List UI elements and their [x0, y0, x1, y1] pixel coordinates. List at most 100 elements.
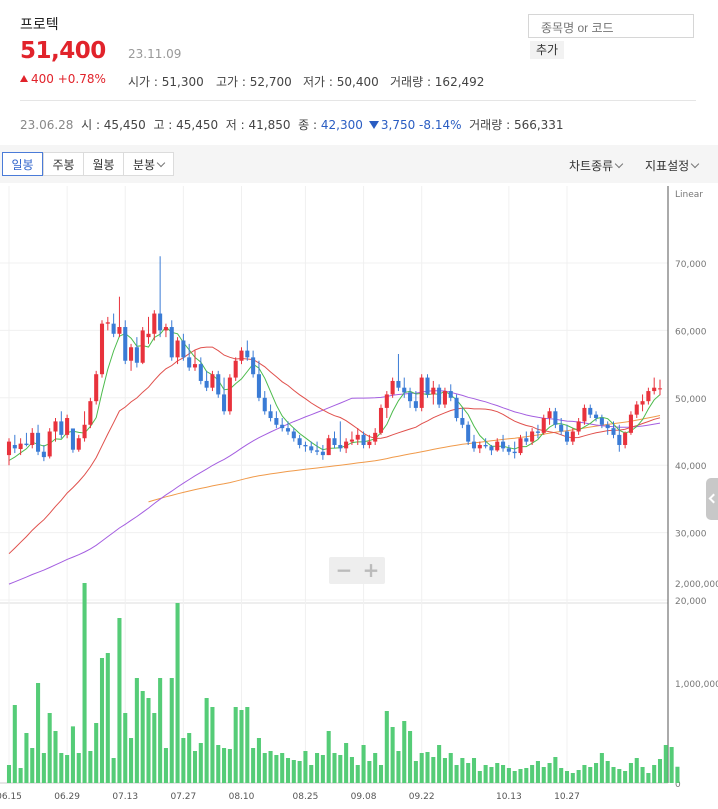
volume-bar: [332, 753, 337, 783]
volume-bar: [646, 773, 651, 783]
candle-body: [582, 407, 587, 422]
candle-body: [163, 327, 168, 331]
chevron-down-icon: [614, 159, 624, 169]
volume-bar: [524, 768, 529, 783]
low-value: 50,400: [336, 75, 379, 89]
candle-body: [309, 446, 314, 451]
volume-bar: [559, 768, 564, 783]
volume-bar: [210, 707, 215, 783]
zoom-in-button[interactable]: +: [362, 558, 380, 582]
volume-bar: [501, 765, 506, 783]
candle-body: [605, 424, 610, 429]
crosshair-info: 23.06.28 시 : 45,450 고 : 45,450 저 : 41,85…: [20, 118, 564, 132]
price-tick-label: 40,000: [675, 462, 707, 472]
volume-bar: [297, 761, 302, 783]
candle-body: [338, 444, 343, 449]
volume-bar: [30, 748, 35, 783]
volume-bar: [425, 752, 430, 783]
volume-bar: [280, 753, 285, 783]
candle-body: [204, 380, 209, 388]
candle-body: [535, 431, 540, 433]
candle-body: [99, 323, 105, 375]
hist-change: 3,750 -8.14%: [380, 118, 462, 132]
volume-bar: [652, 765, 657, 783]
volume-bar: [594, 763, 599, 783]
volume-bar: [413, 761, 418, 783]
volume-bar: [535, 761, 540, 783]
candle-body: [117, 327, 122, 334]
volume-bar: [216, 745, 221, 783]
volume-bar: [454, 765, 459, 783]
candle-body: [59, 421, 64, 435]
x-tick-label: 09.08: [351, 792, 377, 802]
volume-bar: [152, 713, 157, 783]
volume-bar: [24, 733, 29, 783]
open-value: 51,300: [161, 75, 204, 89]
volume-bar: [634, 758, 639, 783]
chart-type-menu[interactable]: 차트종류: [569, 157, 624, 174]
add-button[interactable]: 추가: [530, 41, 564, 59]
volume-bar: [506, 768, 511, 783]
volume-bar: [628, 763, 633, 783]
tab-minute[interactable]: 분봉: [123, 152, 174, 176]
candle-body: [431, 387, 436, 395]
volume-bar: [657, 759, 663, 783]
candle-body: [477, 444, 482, 449]
scale-label: Linear: [675, 190, 703, 200]
volume-bar: [669, 747, 674, 783]
candle-body: [245, 350, 250, 358]
price-tick-label: 20,000: [675, 597, 707, 607]
volume-bar: [285, 758, 291, 783]
candle-body: [187, 357, 192, 368]
volume-bar: [442, 758, 447, 783]
tab-daily[interactable]: 일봉: [2, 152, 43, 176]
candle-body: [152, 313, 157, 334]
tab-monthly[interactable]: 월봉: [83, 152, 124, 176]
x-tick-label: 06.29: [54, 792, 80, 802]
indicator-menu[interactable]: 지표설정: [645, 157, 700, 174]
candle-body: [378, 407, 384, 433]
volume-bar: [495, 763, 500, 783]
chevron-down-icon: [690, 159, 700, 169]
candle-body: [227, 377, 232, 412]
volume-bar: [541, 767, 546, 783]
volume-label: 거래량: [390, 75, 424, 89]
candle-body: [413, 401, 418, 408]
candle-body: [146, 333, 151, 338]
candle-body: [466, 424, 471, 442]
volume-bar: [530, 765, 535, 783]
side-panel-toggle[interactable]: [706, 478, 718, 520]
x-tick-label: 07.13: [112, 792, 138, 802]
volume-bar: [123, 713, 128, 783]
search-input[interactable]: [528, 14, 694, 38]
candle-body: [82, 424, 87, 439]
candle-body: [233, 360, 238, 378]
volume-bar: [99, 658, 105, 783]
volume-bar: [140, 691, 145, 783]
volume-bar: [274, 755, 279, 783]
up-arrow-icon: [20, 75, 28, 82]
price-date: 23.11.09: [128, 47, 182, 61]
candle-body: [30, 432, 35, 445]
volume-bar: [675, 766, 680, 783]
volume-bar: [518, 769, 523, 783]
zoom-out-button[interactable]: −: [335, 558, 353, 582]
candle-body: [652, 387, 657, 392]
price-change-value: 400 +0.78%: [31, 72, 106, 86]
volume-bar: [6, 765, 12, 783]
volume-bar: [222, 748, 227, 783]
candle-body: [285, 428, 291, 432]
volume-bar: [181, 738, 186, 783]
volume-bar: [36, 683, 41, 783]
volume-bar: [338, 755, 343, 783]
volume-bar: [134, 678, 139, 783]
candle-body: [460, 418, 465, 425]
volume-bar: [146, 698, 151, 783]
candle-body: [489, 446, 494, 451]
volume-bar: [315, 753, 320, 783]
stock-chart[interactable]: 70,000 60,000 50,000 40,000 30,000 20,000 Line…: [0, 186, 718, 809]
volume-bar: [262, 753, 267, 783]
volume-bar: [309, 765, 314, 783]
candle-body: [12, 444, 17, 449]
tab-weekly[interactable]: 주봉: [43, 152, 84, 176]
